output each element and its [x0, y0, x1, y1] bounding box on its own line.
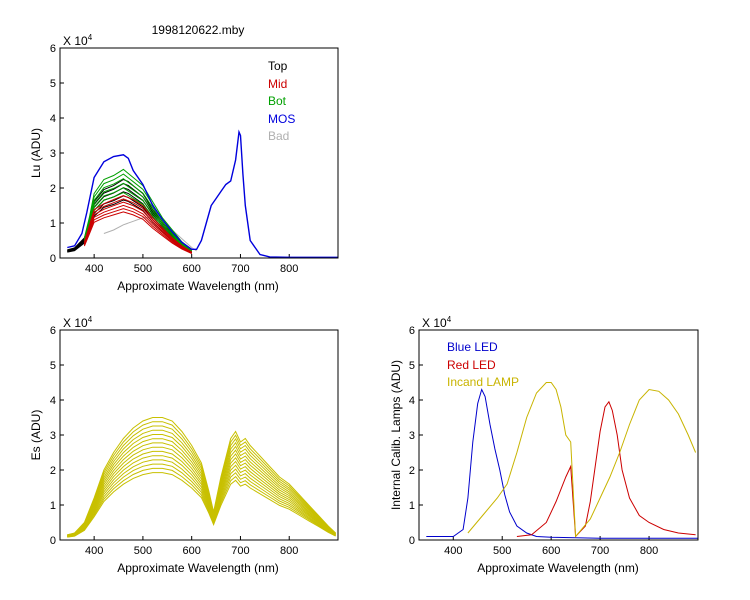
lu-series-mid-line [83, 198, 192, 253]
lu-plot-title: 1998120622.mby [152, 23, 245, 37]
es-y-tick-label: 2 [50, 465, 56, 477]
lamps-x-tick-label: 400 [444, 545, 462, 557]
es-y-tick-label: 0 [50, 535, 56, 547]
lamps-y-tick-label: 2 [409, 465, 415, 477]
lu-y-tick-label: 1 [50, 218, 56, 230]
lu-x-tick-label: 600 [183, 263, 201, 275]
lu-y-tick-label: 6 [50, 43, 56, 55]
lu-plot: 1998120622.mby X 104 Approximate Wavelen… [29, 23, 339, 293]
lamps-x-tick-label: 600 [542, 545, 560, 557]
lamps-x-tick-label: 700 [591, 545, 609, 557]
es-y-tick-label: 4 [50, 395, 56, 407]
lamps-series-incand-lamp-line [467, 382, 697, 538]
lu-y-tick-label: 0 [50, 253, 56, 265]
es-y-tick-label: 3 [50, 430, 56, 442]
es-x-tick-label: 600 [183, 545, 201, 557]
es-y-tick-label: 5 [50, 360, 56, 372]
es-y-exponent: X 104 [63, 315, 93, 330]
lu-series-mid-line [83, 201, 192, 254]
lu-legend: Top Mid Bot MOS Bad [268, 59, 295, 143]
es-x-tick-label: 700 [231, 545, 249, 557]
legend-mid: Mid [268, 77, 287, 91]
legend-incand-lamp: Incand LAMP [447, 375, 519, 389]
lu-plot-frame [59, 47, 339, 259]
legend-red-led: Red LED [447, 358, 496, 372]
lamps-y-exponent: X 104 [422, 315, 452, 330]
lu-y-tick-label: 4 [50, 113, 56, 125]
legend-bot: Bot [268, 94, 287, 108]
lamps-y-tick-label: 6 [409, 325, 415, 337]
legend-bad: Bad [268, 129, 289, 143]
lamps-plot-frame [418, 329, 699, 541]
lu-y-tick-label: 2 [50, 183, 56, 195]
lu-y-axis-label: Lu (ADU) [29, 128, 43, 178]
lu-x-tick-label: 700 [231, 263, 249, 275]
legend-blue-led: Blue LED [447, 340, 498, 354]
legend-mos: MOS [268, 112, 295, 126]
lamps-series-blue-led-line [426, 388, 698, 539]
es-y-tick-label: 6 [50, 325, 56, 337]
lamps-x-tick-label: 800 [640, 545, 658, 557]
es-x-axis-label: Approximate Wavelength (nm) [117, 561, 279, 575]
es-y-axis-label: Es (ADU) [29, 410, 43, 461]
lu-series-mid-line [83, 208, 192, 254]
lu-series-bot-line [83, 182, 192, 252]
lu-series-mid-line [83, 204, 192, 254]
lamps-y-axis-label: Internal Calib. Lamps (ADU) [389, 360, 403, 510]
lu-y-exponent: X 104 [63, 33, 93, 48]
es-plot: X 104 Approximate Wavelength (nm) Es (AD… [29, 315, 339, 575]
es-x-tick-label: 500 [134, 545, 152, 557]
lamps-y-tick-label: 1 [409, 500, 415, 512]
lu-x-tick-label: 500 [134, 263, 152, 275]
lu-series-bot-line [83, 178, 192, 252]
lamps-series-red-led-line [516, 400, 696, 538]
lamps-plot: X 104 Approximate Wavelength (nm) Intern… [389, 315, 699, 575]
es-x-tick-label: 400 [85, 545, 103, 557]
es-x-tick-label: 800 [280, 545, 298, 557]
lu-x-axis-label: Approximate Wavelength (nm) [117, 279, 279, 293]
lu-y-tick-label: 5 [50, 78, 56, 90]
lamps-y-tick-label: 0 [409, 535, 415, 547]
lamps-x-axis-label: Approximate Wavelength (nm) [477, 561, 639, 575]
lu-x-tick-label: 400 [85, 263, 103, 275]
lu-series-mid-line [83, 195, 192, 253]
lamps-x-tick-label: 500 [493, 545, 511, 557]
lu-series-mos-line [67, 129, 338, 258]
lu-series-bot-line [83, 168, 193, 251]
lu-series-mid-line [83, 211, 192, 254]
es-y-tick-label: 1 [50, 500, 56, 512]
legend-top: Top [268, 59, 288, 73]
lamps-y-tick-label: 4 [409, 395, 415, 407]
lamps-y-tick-label: 5 [409, 360, 415, 372]
lu-series-bot-line [83, 187, 192, 253]
es-plot-frame [59, 329, 339, 541]
lu-y-tick-label: 3 [50, 148, 56, 160]
lamps-legend: Blue LED Red LED Incand LAMP [447, 340, 519, 389]
lu-x-tick-label: 800 [280, 263, 298, 275]
es-series-line-line [67, 417, 336, 536]
lamps-y-tick-label: 3 [409, 430, 415, 442]
